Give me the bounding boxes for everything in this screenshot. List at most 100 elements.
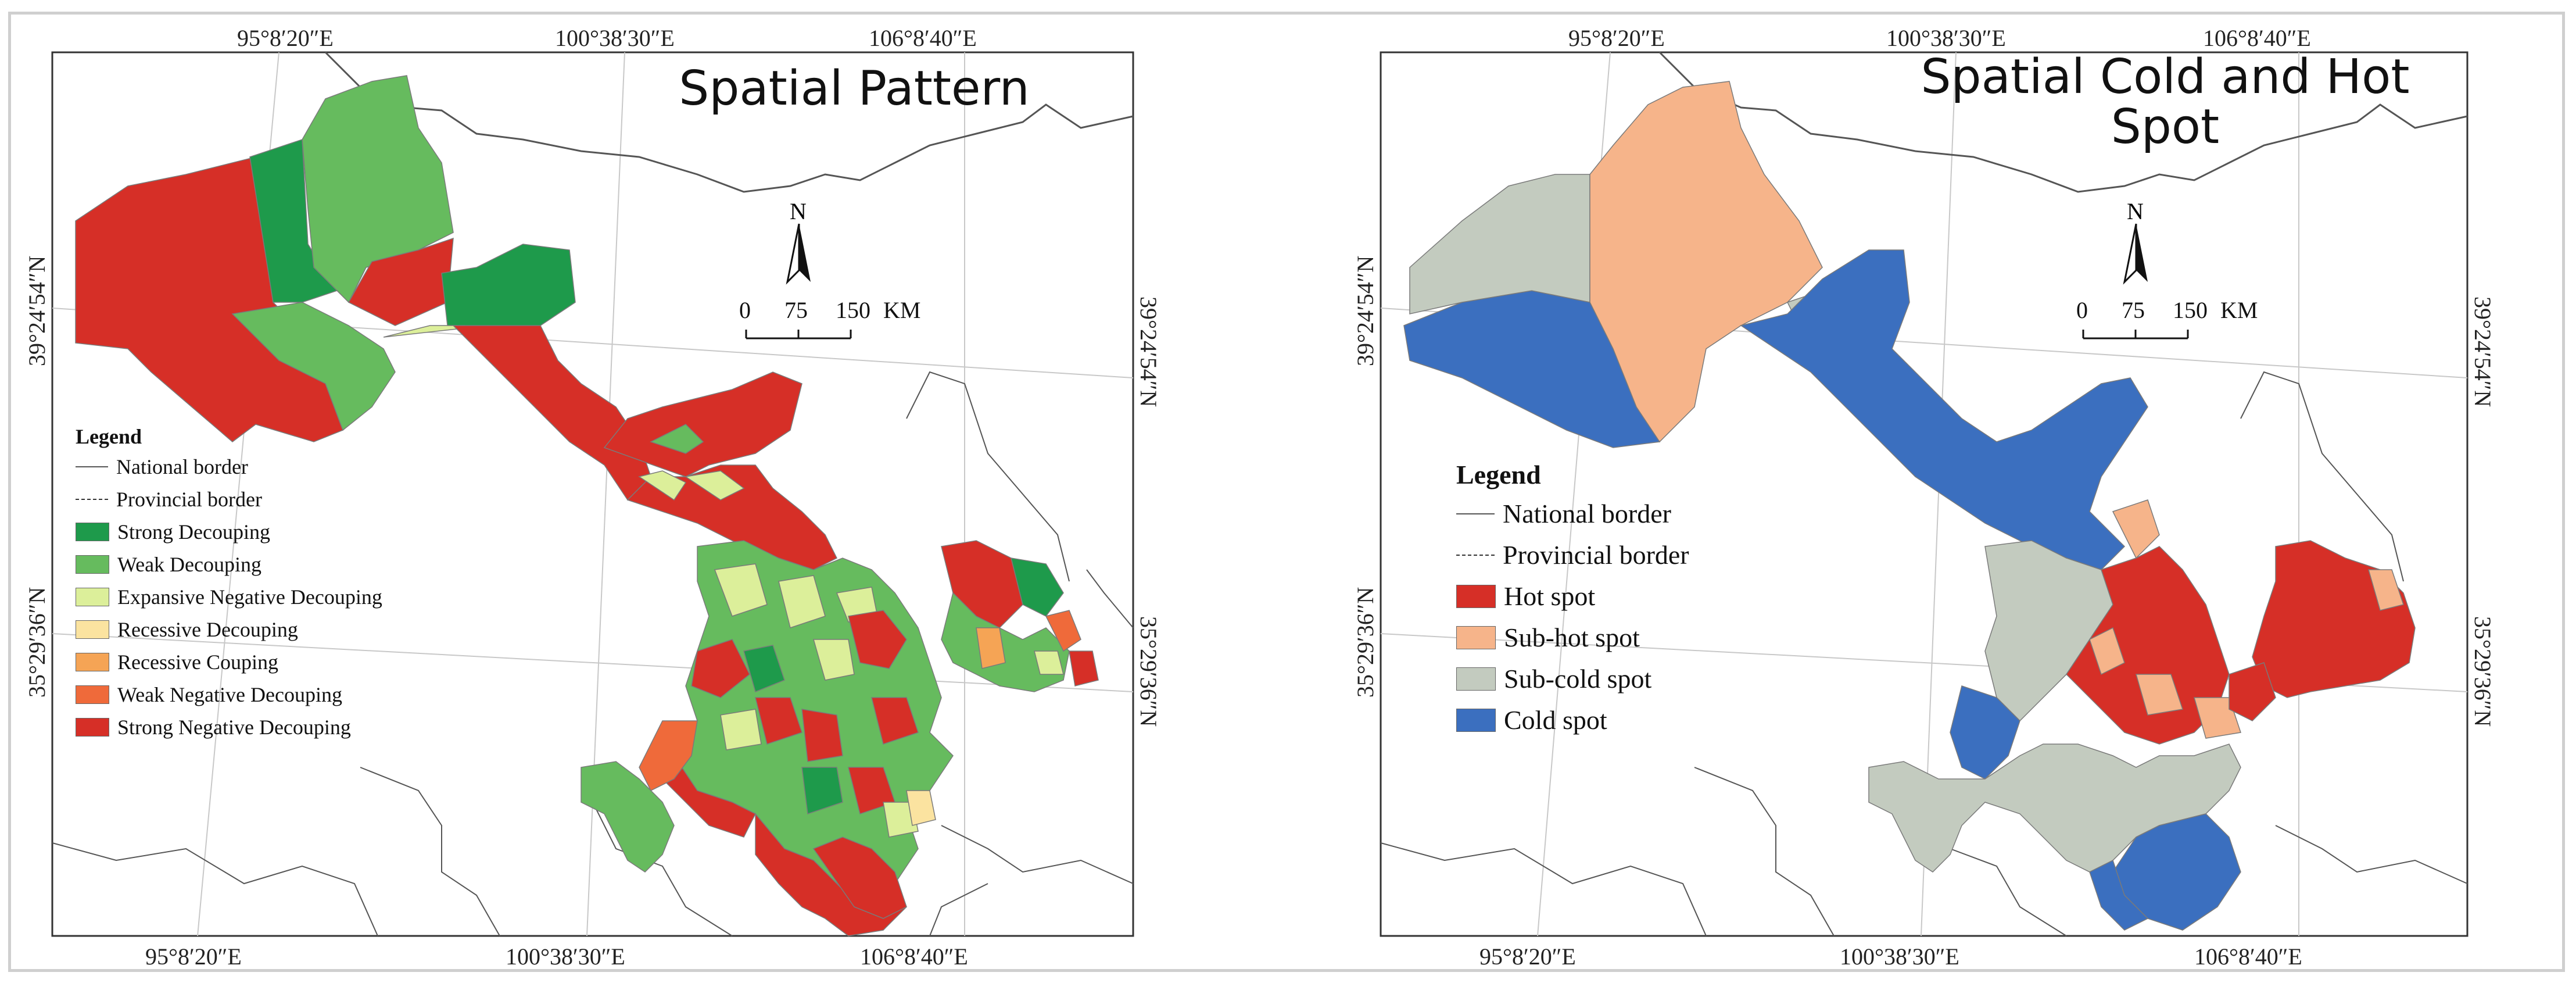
right-lat-label-2: 35°29′36″N [1135, 616, 1162, 727]
north-label: N [790, 198, 807, 224]
left-lat-label-1: 39°24′54″N [1352, 255, 1378, 366]
legend-label: Recessive Couping [117, 650, 278, 674]
legend-label: Strong Negative Decouping [117, 716, 351, 739]
top-lon-label-1: 95°8′20″E [237, 25, 334, 51]
scale-75: 75 [784, 297, 808, 323]
spatial-pattern-map [51, 51, 1134, 937]
scale-bar-graphic [2082, 330, 2189, 339]
legend-label: Sub-hot spot [1504, 623, 1640, 652]
legend-label: Sub-cold spot [1504, 664, 1652, 694]
legend-swatch [76, 555, 109, 574]
legend-title: Legend [1456, 460, 1541, 489]
region-central-light-6 [883, 802, 919, 838]
national-border [324, 51, 1134, 193]
scale-bar: 0 75 150 KM [738, 296, 947, 349]
legend-swatch [1456, 625, 1496, 649]
region-polygons [75, 75, 1099, 936]
legend-label: Recessive Decouping [117, 618, 298, 641]
region-hot-link [2229, 662, 2276, 721]
region-central-light-4 [813, 639, 855, 681]
panel-title: Spatial Cold and Hot Spot [1921, 49, 2410, 155]
region-subhot-central-2 [2136, 674, 2183, 716]
region-hexi-5 [638, 470, 687, 501]
legend-label: National border [116, 455, 248, 478]
legend-item: Weak Negative Decouping [76, 682, 482, 707]
region-subhot-central-1 [2089, 627, 2125, 675]
north-arrow-icon [2123, 223, 2148, 285]
region-west-south [662, 755, 757, 838]
legend-label: National border [1503, 499, 1671, 528]
legend-item: Cold spot [1456, 705, 1863, 735]
bottom-lon-label-1: 95°8′20″E [145, 943, 242, 970]
scale-unit: KM [2220, 297, 2258, 323]
legend-label: Strong Decouping [117, 520, 270, 544]
legend-swatch [1456, 708, 1496, 732]
region-central-red-1 [848, 610, 907, 669]
legend-item: Hot spot [1456, 581, 1863, 612]
region-subhot-north [1589, 81, 1823, 443]
legend-label: Provincial border [116, 488, 262, 511]
top-lon-label-3: 106°8′40″E [2203, 25, 2311, 51]
region-central-red-5 [871, 697, 919, 745]
region-central-light-5 [720, 709, 762, 750]
legend-swatch [1456, 584, 1496, 608]
legend-item: Provincial border [1456, 539, 1863, 570]
legend-swatch [76, 620, 109, 639]
bottom-lon-label-3: 106°8′40″E [860, 943, 968, 970]
region-central-red-3 [755, 697, 802, 745]
legend-label: Weak Decouping [117, 553, 262, 576]
region-subhot-central-top [2112, 499, 2160, 559]
bottom-lon-label-3: 106°8′40″E [2194, 943, 2302, 970]
top-lon-label-3: 106°8′40″E [869, 25, 977, 51]
region-east-arm-weakneg [1045, 610, 1081, 652]
legend-item: Recessive Couping [76, 650, 482, 674]
right-lat-label-2: 35°29′36″N [2470, 616, 2496, 727]
legend-label: Weak Negative Decouping [117, 683, 342, 706]
legend-item: Weak Decouping [76, 552, 482, 577]
region-west-weak-neg [639, 720, 698, 792]
region-hexi-green [650, 424, 704, 454]
legend-swatch [76, 718, 109, 737]
region-central-strong-2 [801, 767, 843, 815]
legend-swatch [76, 523, 109, 541]
scale-150: 150 [2173, 297, 2208, 323]
region-central-light-2 [778, 575, 826, 628]
legend-swatch [76, 685, 109, 704]
top-lon-label-2: 100°38′30″E [555, 25, 675, 51]
region-far-west [75, 156, 343, 442]
region-hot-central [2066, 546, 2230, 745]
right-lat-label-1: 39°24′54″N [2470, 296, 2496, 408]
legend-swatch [76, 653, 109, 671]
national-border-symbol [76, 466, 108, 467]
legend-item: Sub-cold spot [1456, 663, 1863, 694]
legend-item: National border [76, 455, 482, 479]
region-gannan [581, 761, 675, 873]
legend: Legend National border Provincial border S… [76, 424, 482, 748]
north-label: N [2127, 198, 2144, 224]
legend-item: Recessive Decouping [76, 617, 482, 642]
legend-title: Legend [76, 425, 142, 448]
scale-unit: KM [883, 297, 921, 323]
top-lon-label-2: 100°38′30″E [1886, 25, 2006, 51]
spatial-pattern-panel: Spatial Pattern 95°8′20″E 100°38′30″E 10… [24, 25, 1162, 970]
legend-label: Hot spot [1504, 581, 1596, 611]
left-lat-label-2: 35°29′36″N [1352, 587, 1378, 698]
national-border [1658, 51, 2468, 193]
legend-swatch [1456, 667, 1496, 691]
legend-swatch [76, 588, 109, 606]
provincial-border-symbol [76, 499, 108, 500]
region-east-arm-recessive [976, 627, 1006, 669]
scale-75: 75 [2122, 297, 2145, 323]
region-hexi-3 [603, 371, 802, 477]
scale-bar: 0 75 150 KM [2075, 296, 2284, 349]
region-longnan [812, 837, 907, 919]
region-cold-south-2 [2089, 859, 2149, 931]
legend-label: Expansive Negative Decouping [117, 585, 382, 609]
north-arrow-icon [786, 223, 811, 285]
panel-title: Spatial Pattern [679, 61, 1030, 116]
region-cold-sw [1950, 685, 2020, 780]
region-central-red-2 [691, 639, 750, 698]
legend-label: Provincial border [1503, 540, 1689, 570]
bottom-lon-label-1: 95°8′20″E [1479, 943, 1576, 970]
national-border-symbol [1456, 513, 1495, 514]
